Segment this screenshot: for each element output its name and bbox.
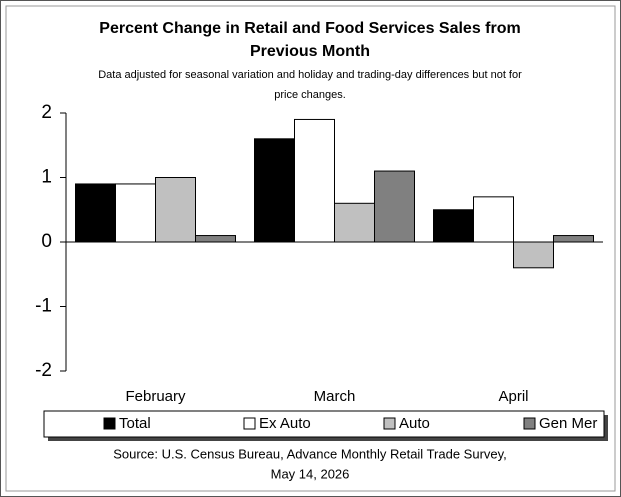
legend-swatch [243,417,256,430]
bar [75,183,116,243]
legend-label: Auto [399,415,430,432]
legend-label: Gen Mer [539,415,597,432]
bar [115,183,156,243]
chart-title: Percent Change in Retail and Food Servic… [99,20,520,37]
inner-frame [5,5,616,492]
y-tick-label: 0 [41,231,52,252]
x-tick-label: April [498,388,528,405]
bar [433,209,474,243]
y-tick-label: -1 [35,296,52,317]
bar [553,235,594,243]
legend-swatch [383,417,396,430]
bar [334,202,375,243]
bar [254,138,295,243]
bar [195,235,236,243]
chart-subtitle: Data adjusted for seasonal variation and… [98,69,522,81]
y-tick-label: -2 [35,360,52,381]
source: May 14, 2026 [271,466,350,481]
legend-label: Total [119,415,151,432]
x-tick-label: February [125,388,186,405]
bar [155,177,196,243]
legend-label: Ex Auto [259,415,311,432]
bar [513,241,554,269]
y-tick-label: 2 [41,102,52,123]
bar [473,196,514,243]
chart-subtitle: price changes. [274,89,346,101]
legend-swatch [523,417,536,430]
bar [294,118,335,243]
source: Source: U.S. Census Bureau, Advance Mont… [113,446,507,461]
x-tick-label: March [314,388,356,405]
y-tick-label: 1 [41,167,52,188]
legend-swatch [103,417,116,430]
bar [374,170,415,243]
chart-title: Previous Month [250,43,370,60]
legend [43,410,605,438]
